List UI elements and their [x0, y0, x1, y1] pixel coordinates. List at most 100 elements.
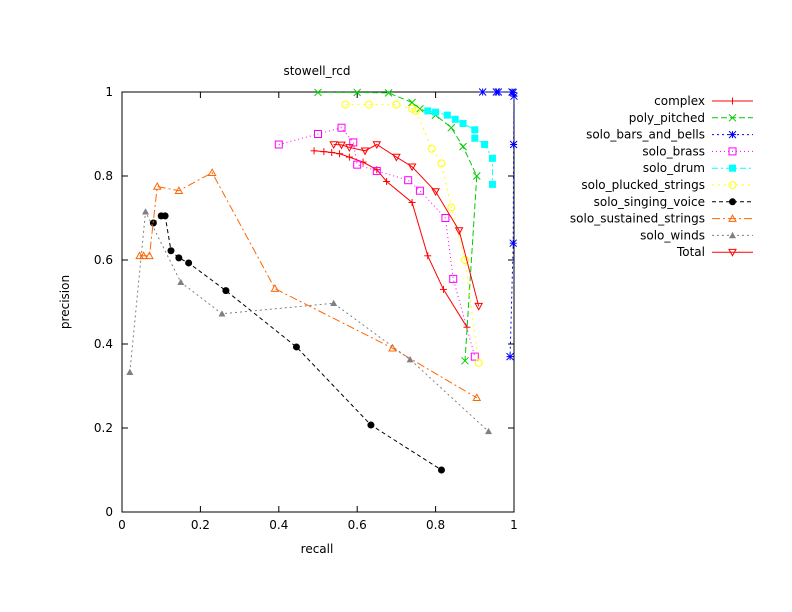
data-point — [454, 227, 464, 236]
legend-label: poly_pitched — [629, 111, 705, 125]
data-point — [353, 160, 362, 169]
data-point — [416, 104, 424, 113]
data-point — [314, 130, 322, 138]
data-point — [432, 108, 440, 116]
data-point — [488, 154, 496, 162]
data-point — [471, 126, 479, 134]
x-tick-label: 0.2 — [191, 518, 210, 532]
y-tick-label: 0 — [105, 505, 113, 519]
legend-entry: complex — [654, 94, 753, 108]
series-line — [482, 91, 515, 357]
data-point — [126, 368, 134, 375]
data-point — [149, 219, 157, 227]
y-tick-label: 0.8 — [94, 169, 113, 183]
data-point — [392, 100, 401, 109]
series-line — [333, 143, 480, 307]
data-point — [314, 88, 322, 97]
data-point — [459, 142, 467, 151]
data-point — [461, 356, 469, 365]
series-layer — [126, 88, 518, 474]
data-point — [439, 285, 447, 293]
data-point — [470, 352, 479, 361]
x-axis-label: recall — [301, 542, 334, 556]
data-point — [360, 147, 370, 156]
data-point — [406, 356, 414, 363]
data-point — [412, 106, 420, 115]
x-tick-label: 0.8 — [426, 518, 445, 532]
data-point — [383, 177, 391, 185]
data-point — [310, 147, 318, 155]
x-tick-label: 0 — [118, 518, 126, 532]
x-tick-label: 0.4 — [269, 518, 288, 532]
legend-entry: Total — [676, 245, 753, 259]
data-point — [329, 141, 339, 150]
data-point — [218, 310, 226, 317]
data-point — [424, 107, 432, 115]
legend-entry: solo_sustained_strings — [570, 212, 753, 226]
series-line — [318, 91, 478, 361]
series-line — [427, 110, 493, 185]
data-point — [728, 214, 737, 222]
data-point — [161, 212, 169, 220]
data-point — [364, 100, 373, 109]
data-point — [474, 358, 483, 367]
data-point — [447, 203, 456, 212]
series-line — [139, 171, 478, 399]
series-line — [153, 215, 442, 471]
data-point — [437, 159, 446, 168]
series-solo-winds — [126, 208, 493, 435]
series-solo-brass — [274, 123, 479, 361]
plot-frame — [121, 91, 515, 513]
data-point — [330, 299, 338, 307]
data-point — [474, 302, 484, 311]
legend-entry: solo_drum — [643, 161, 753, 175]
y-tick-label: 0.6 — [94, 253, 113, 267]
data-point — [437, 466, 445, 474]
data-point — [384, 88, 393, 97]
series-line — [314, 150, 468, 328]
data-point — [320, 148, 328, 156]
data-point — [728, 181, 737, 189]
data-point — [506, 352, 514, 361]
legend-label: solo_singing_voice — [594, 195, 705, 209]
data-point — [185, 259, 193, 267]
data-point — [142, 208, 150, 215]
data-point — [728, 113, 737, 122]
data-point — [509, 140, 518, 149]
series-solo-sustained-strings — [135, 168, 482, 402]
data-point — [152, 181, 162, 190]
y-tick-label: 1 — [105, 85, 113, 99]
data-point — [408, 104, 417, 113]
data-point — [337, 123, 346, 132]
legend-entry: solo_singing_voice — [594, 195, 753, 209]
data-point — [471, 134, 479, 142]
data-point — [729, 198, 736, 206]
y-tick-label: 0.4 — [94, 337, 113, 351]
data-point — [443, 111, 451, 119]
data-point — [488, 180, 496, 188]
data-point — [415, 186, 424, 195]
chart-title: stowell_rcd — [283, 64, 350, 78]
legend: complex poly_pitched solo_bars_and_bellsso… — [570, 94, 753, 259]
data-point — [449, 274, 458, 283]
data-point — [336, 150, 344, 158]
data-point — [451, 115, 459, 123]
series-line — [278, 127, 476, 357]
data-point — [337, 141, 346, 150]
data-point — [372, 166, 381, 175]
legend-label: solo_bars_and_bells — [586, 128, 705, 142]
data-point — [367, 421, 375, 429]
legend-entry: solo_brass — [642, 144, 753, 158]
y-tick-label: 0.2 — [94, 421, 113, 435]
data-point — [447, 123, 456, 132]
legend-label: solo_brass — [642, 144, 705, 158]
data-point — [509, 239, 518, 248]
data-point — [728, 248, 737, 257]
data-point — [510, 92, 518, 101]
data-point — [274, 140, 283, 149]
data-point — [408, 198, 416, 206]
data-point — [167, 247, 175, 255]
data-point — [222, 287, 230, 295]
data-point — [481, 141, 489, 148]
series-poly-pitched — [314, 88, 481, 365]
